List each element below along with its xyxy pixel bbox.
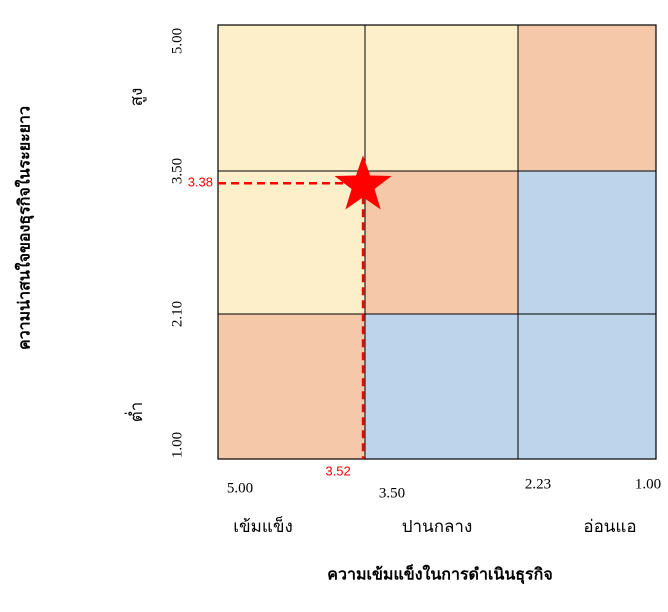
x-axis-title: ความเข้มแข็งในการดำเนินธุรกิจ bbox=[327, 563, 552, 585]
x-tick-label: 1.00 bbox=[635, 476, 661, 492]
matrix-border bbox=[217, 24, 657, 460]
labels-layer: 1.00 2.10 3.50 5.00 5.00 3.50 2.23 1.00 เข้มแข็ง… bbox=[124, 28, 661, 537]
x-category-label: ปานกลาง bbox=[402, 517, 473, 537]
marker-x-label: 3.52 bbox=[325, 463, 350, 478]
matrix-cell-r1-c0 bbox=[217, 170, 366, 315]
y-tick-label: 1.00 bbox=[169, 432, 185, 458]
matrix-cell-r0-c0 bbox=[217, 313, 366, 460]
x-tick-label: 2.23 bbox=[525, 476, 551, 492]
matrix-cells bbox=[217, 24, 657, 460]
matrix-cell-r2-c0 bbox=[217, 24, 366, 172]
y-axis-title: ความน่าสนใจของธุรกิจในระยะยาว bbox=[15, 106, 35, 350]
matrix-cell-r0-c2 bbox=[517, 313, 657, 460]
marker-y-label: 3.38 bbox=[188, 175, 213, 190]
x-tick-label: 5.00 bbox=[227, 480, 253, 496]
y-tick-label: 3.50 bbox=[169, 158, 185, 184]
y-tick-label: 2.10 bbox=[169, 301, 185, 327]
y-category-label: สูง bbox=[127, 88, 147, 107]
marker-guides bbox=[218, 182, 365, 459]
star-marker bbox=[334, 155, 392, 210]
y-tick-label: 5.00 bbox=[169, 28, 185, 54]
matrix-cell-r2-c2 bbox=[517, 24, 657, 172]
marker-layer: 3.38 3.52 bbox=[188, 155, 392, 478]
matrix-cell-r1-c2 bbox=[517, 170, 657, 315]
matrix-cell-r0-c1 bbox=[364, 313, 519, 460]
y-category-label: ต่ำ bbox=[124, 402, 147, 423]
matrix-cell-r2-c1 bbox=[364, 24, 519, 172]
x-tick-label: 3.50 bbox=[379, 485, 405, 501]
x-category-label: เข้มแข็ง bbox=[233, 515, 293, 537]
x-category-label: อ่อนแอ bbox=[583, 517, 636, 537]
matrix-cell-r1-c1 bbox=[364, 170, 519, 315]
